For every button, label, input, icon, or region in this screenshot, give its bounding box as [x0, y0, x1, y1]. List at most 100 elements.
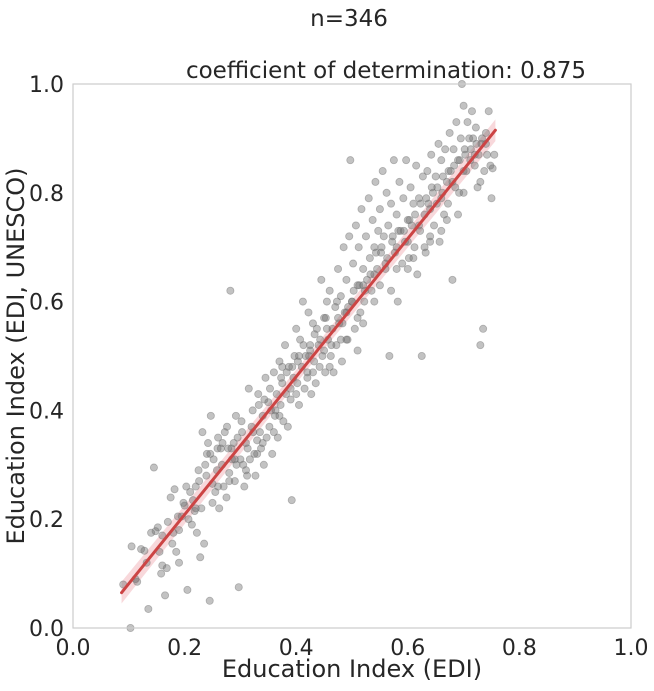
scatter-point	[320, 346, 329, 355]
scatter-point	[162, 564, 171, 573]
scatter-point	[379, 232, 388, 241]
scatter-point	[231, 411, 240, 420]
scatter-point	[437, 156, 446, 165]
scatter-point	[392, 210, 401, 219]
scatter-point	[292, 390, 301, 399]
scatter-point	[232, 460, 241, 469]
scatter-point	[440, 210, 449, 219]
scatter-point	[257, 444, 266, 453]
scatter-point	[209, 455, 218, 464]
scatter-point	[158, 561, 167, 570]
scatter-point	[233, 433, 242, 442]
scatter-point	[353, 313, 362, 322]
scatter-point	[449, 145, 458, 154]
scatter-point	[466, 145, 475, 154]
y-tick-label: 0.8	[29, 182, 64, 207]
scatter-point	[216, 444, 225, 453]
scatter-point	[310, 357, 319, 366]
scatter-point	[469, 134, 478, 143]
scatter-point	[183, 585, 192, 594]
scatter-point	[417, 351, 426, 360]
x-tick-label: 0.6	[390, 636, 425, 661]
scatter-point	[149, 463, 158, 472]
scatter-point	[294, 351, 303, 360]
scatter-point	[215, 504, 224, 513]
x-axis-label: Education Index (EDI)	[222, 655, 482, 683]
chart-title-r2: coefficient of determination: 0.875	[186, 58, 586, 84]
scatter-point	[238, 428, 247, 437]
scatter-point	[409, 199, 418, 208]
scatter-point	[241, 466, 250, 475]
scatter-point	[414, 194, 423, 203]
scatter-point	[455, 156, 464, 165]
scatter-point	[271, 406, 280, 415]
scatter-point	[211, 487, 220, 496]
scatter-point	[460, 145, 469, 154]
scatter-point	[308, 319, 317, 328]
scatter-point	[240, 482, 249, 491]
scatter-point	[430, 221, 439, 230]
scatter-point	[288, 362, 297, 371]
scatter-point	[205, 596, 214, 605]
scatter-point	[473, 183, 482, 192]
scatter-point	[336, 292, 345, 301]
scatter-point	[402, 156, 411, 165]
scatter-point	[387, 199, 396, 208]
scatter-point	[470, 161, 479, 170]
scatter-point	[395, 177, 404, 186]
scatter-point	[175, 526, 184, 535]
scatter-point	[214, 482, 223, 491]
scatter-point	[223, 422, 232, 431]
scatter-point	[427, 183, 436, 192]
y-tick-label: 0.0	[29, 617, 64, 642]
scatter-point	[461, 150, 470, 159]
scatter-point	[337, 357, 346, 366]
scatter-point	[342, 275, 351, 284]
scatter-point	[377, 248, 386, 257]
scatter-point	[484, 107, 493, 116]
scatter-point	[317, 275, 326, 284]
scatter-point	[413, 270, 422, 279]
scatter-point	[363, 275, 372, 284]
scatter-point	[133, 577, 142, 586]
scatter-point	[359, 319, 368, 328]
scatter-point	[290, 351, 299, 360]
scatter-point	[370, 243, 379, 252]
scatter-point	[446, 167, 455, 176]
scatter-point	[299, 341, 308, 350]
scatter-point	[343, 335, 352, 344]
scatter-point	[316, 335, 325, 344]
scatter-point	[418, 172, 427, 181]
scatter-point	[336, 335, 345, 344]
scatter-point	[325, 362, 334, 371]
scatter-point	[151, 527, 160, 536]
x-tick-label: 0.2	[167, 636, 202, 661]
x-tick-labels: 0.0 0.2 0.4 0.6 0.8 1.0	[56, 636, 649, 661]
scatter-point	[258, 439, 267, 448]
scatter-point	[398, 259, 407, 268]
scatter-point	[321, 313, 330, 322]
scatter-point	[392, 264, 401, 273]
scatter-point	[204, 439, 213, 448]
scatter-point	[269, 368, 278, 377]
scatter-point	[239, 460, 248, 469]
scatter-point	[454, 156, 463, 165]
scatter-point	[368, 215, 377, 224]
scatter-point	[265, 422, 274, 431]
scatter-point	[349, 286, 358, 295]
scatter-point	[388, 237, 397, 246]
scatter-point	[163, 517, 172, 526]
scatter-point	[416, 199, 425, 208]
scatter-point	[427, 150, 436, 159]
scatter-point	[452, 118, 461, 127]
x-tick-label: 0.0	[56, 636, 91, 661]
scatter-point	[486, 161, 495, 170]
scatter-point	[234, 583, 243, 592]
scatter-point	[187, 520, 196, 529]
scatter-point	[186, 487, 195, 496]
scatter-point	[261, 373, 270, 382]
scatter-point	[377, 243, 386, 252]
scatter-point	[445, 128, 454, 137]
scatter-point	[229, 439, 238, 448]
scatter-point	[441, 145, 450, 154]
